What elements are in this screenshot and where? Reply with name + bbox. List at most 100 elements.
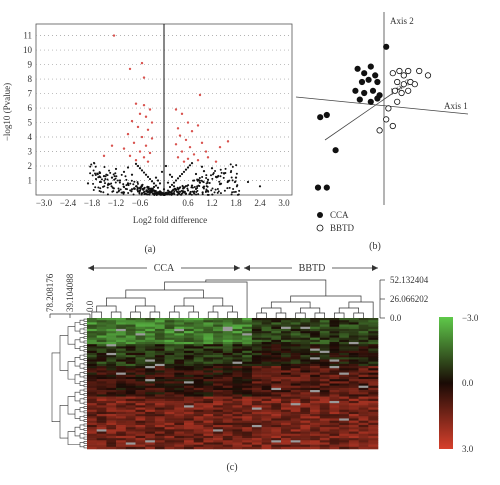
heatmap-cell	[203, 427, 214, 430]
heatmap-cell	[145, 433, 156, 437]
heatmap-cell	[261, 416, 272, 419]
volcano-point	[206, 178, 210, 181]
heatmap-cell	[310, 350, 321, 354]
volcano-point	[229, 163, 232, 166]
heatmap-cell	[271, 411, 282, 415]
heatmap-cell	[271, 368, 282, 371]
heatmap-cell	[319, 355, 330, 358]
heatmap-cell	[251, 446, 262, 450]
heatmap-cell	[106, 385, 117, 389]
heatmap-cell	[164, 398, 175, 402]
row-dendrogram-branch	[83, 427, 87, 431]
heatmap-cell	[222, 387, 233, 391]
heatmap-cell	[145, 385, 156, 389]
heatmap-cell	[184, 431, 194, 435]
volcano-point	[232, 187, 235, 190]
heatmap-cell	[339, 429, 350, 432]
heatmap-cell	[300, 422, 311, 426]
heatmap-cell	[368, 339, 379, 343]
heatmap-cell	[125, 429, 136, 432]
heatmap-cell	[154, 411, 165, 415]
heatmap-cell	[106, 352, 117, 356]
heatmap-cell	[116, 372, 127, 376]
heatmap-cell	[368, 442, 379, 445]
heatmap-cell	[358, 357, 369, 360]
heatmap-cell	[125, 350, 136, 354]
pca-point-bbtd	[400, 81, 407, 88]
heatmap-cell	[116, 361, 127, 365]
heatmap-cell	[87, 331, 97, 334]
volcano-point	[222, 176, 225, 179]
row-dendrogram-branch	[79, 354, 84, 360]
volcano-point	[142, 187, 145, 190]
volcano-point	[210, 167, 214, 170]
heatmap-cell	[242, 407, 253, 410]
heatmap-cell	[339, 376, 350, 380]
dendrogram-branch	[207, 311, 219, 318]
heatmap-cell	[193, 361, 204, 365]
heatmap-cell	[135, 335, 146, 338]
heatmap-cell	[290, 346, 301, 349]
heatmap-cell	[358, 403, 369, 406]
volcano-significant-point	[192, 153, 196, 156]
heatmap-cell	[135, 376, 146, 380]
volcano-significant-point	[206, 156, 210, 159]
heatmap-cell	[339, 379, 350, 382]
heatmap-cell	[174, 322, 185, 325]
heatmap-cell	[310, 414, 321, 417]
heatmap-cell	[193, 366, 204, 369]
heatmap-cell	[310, 392, 321, 395]
heatmap-cell	[319, 359, 330, 362]
heatmap-cell	[164, 400, 175, 404]
heatmap-cell	[213, 411, 224, 415]
pca-plot: Axis 2 Axis 1 Axis 3 CCA BBTD (b)	[295, 12, 469, 252]
heatmap-cell	[96, 407, 107, 410]
heatmap-cell	[106, 326, 117, 330]
volcano-point	[122, 183, 125, 186]
heatmap-cell	[232, 372, 243, 376]
heatmap-cell	[251, 433, 262, 437]
heatmap-cell	[145, 409, 156, 413]
heatmap-cell	[174, 368, 185, 371]
heatmap-cell	[203, 370, 214, 373]
heatmap-cell	[125, 411, 136, 415]
volcano-point	[150, 190, 153, 193]
heatmap-cell	[242, 324, 253, 328]
heatmap-cell	[106, 427, 117, 430]
heatmap-cell	[290, 348, 301, 352]
heatmap-cell	[348, 333, 359, 336]
volcano-point	[173, 190, 176, 193]
volcano-y-tick-label: 9	[28, 60, 33, 70]
heatmap-cell	[193, 446, 204, 450]
heatmap-cell	[145, 372, 156, 376]
heatmap-cell	[135, 431, 146, 435]
volcano-point	[124, 175, 127, 178]
heatmap-cell	[125, 357, 136, 360]
heatmap-cell	[154, 379, 165, 382]
pca-point-bbtd	[389, 70, 396, 77]
volcano-point	[102, 191, 105, 194]
heatmap-cell	[135, 411, 146, 415]
heatmap-cell	[339, 352, 350, 356]
heatmap-cell	[358, 396, 369, 400]
heatmap-cell	[174, 409, 185, 413]
heatmap-cell	[203, 376, 214, 380]
heatmap-cell	[242, 446, 253, 450]
heatmap-cell	[358, 414, 369, 417]
heatmap-cell	[87, 438, 97, 441]
volcano-point	[190, 162, 194, 165]
heatmap-cell	[271, 318, 282, 321]
volcano-significant-point	[112, 34, 116, 37]
heatmap-cell	[261, 444, 272, 448]
heatmap-cell	[203, 394, 214, 397]
heatmap-cell	[125, 438, 136, 441]
heatmap-cell	[96, 346, 107, 349]
heatmap-cell	[358, 368, 369, 371]
heatmap-cell	[96, 444, 107, 448]
heatmap-cell	[135, 424, 146, 428]
heatmap-cell	[300, 398, 311, 402]
heatmap-cell	[125, 416, 136, 419]
axis1-label: Axis 1	[444, 101, 468, 111]
heatmap-cell	[125, 324, 136, 328]
